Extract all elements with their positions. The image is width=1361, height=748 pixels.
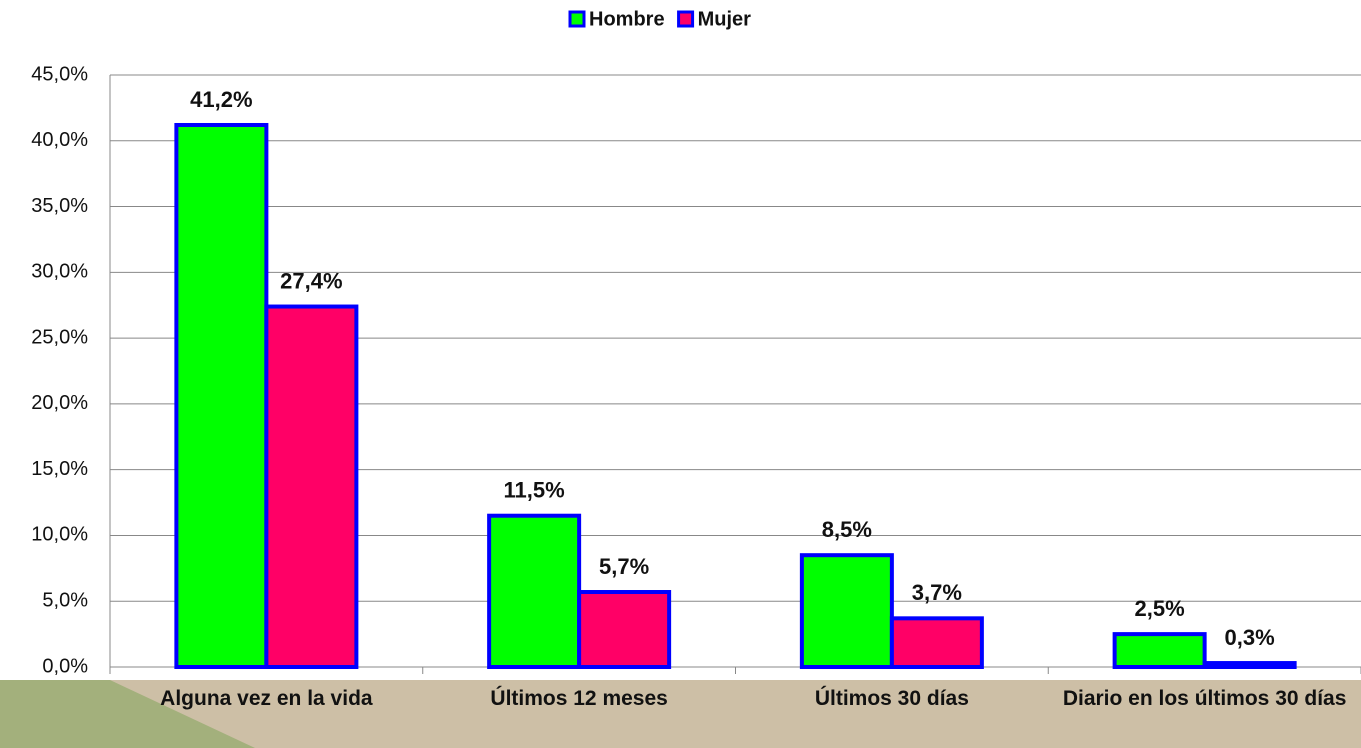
bar: [487, 513, 582, 670]
y-tick-label: 40,0%: [31, 129, 88, 151]
legend-label: Mujer: [698, 8, 752, 30]
y-tick-label: 20,0%: [31, 392, 88, 414]
bar: [1202, 661, 1297, 670]
y-tick-label: 10,0%: [31, 524, 88, 546]
data-label: 0,3%: [1225, 625, 1275, 650]
data-label: 8,5%: [822, 517, 872, 542]
data-label: 2,5%: [1135, 596, 1185, 621]
bar: [174, 122, 269, 670]
x-tick-label: Alguna vez en la vida: [160, 687, 373, 710]
data-label: 41,2%: [190, 87, 252, 112]
legend: Hombre Mujer: [568, 8, 752, 30]
x-tick-label: Últimos 30 días: [814, 687, 969, 710]
bar: [577, 590, 672, 669]
x-tick-label: Últimos 12 meses: [490, 687, 668, 710]
y-tick-label: 30,0%: [31, 261, 88, 283]
bar: [264, 304, 359, 669]
y-tick-label: 35,0%: [31, 195, 88, 217]
x-tick-label: Diario en los últimos 30 días: [1062, 687, 1347, 710]
bar: [1112, 632, 1207, 669]
legend-swatch: [568, 10, 586, 28]
y-tick-label: 5,0%: [42, 590, 88, 612]
data-label: 11,5%: [504, 478, 565, 503]
bar: [889, 616, 984, 670]
data-label: 27,4%: [280, 268, 342, 293]
data-label: 3,7%: [912, 580, 962, 605]
y-tick-label: 15,0%: [31, 458, 88, 480]
legend-label: Hombre: [589, 8, 665, 30]
y-tick-label: 25,0%: [31, 326, 88, 348]
y-tick-label: 0,0%: [42, 655, 88, 677]
y-tick-label: 45,0%: [31, 63, 88, 85]
legend-swatch: [677, 10, 695, 28]
bar: [799, 553, 894, 670]
footer-accent: [0, 680, 255, 748]
data-label: 5,7%: [599, 554, 649, 579]
